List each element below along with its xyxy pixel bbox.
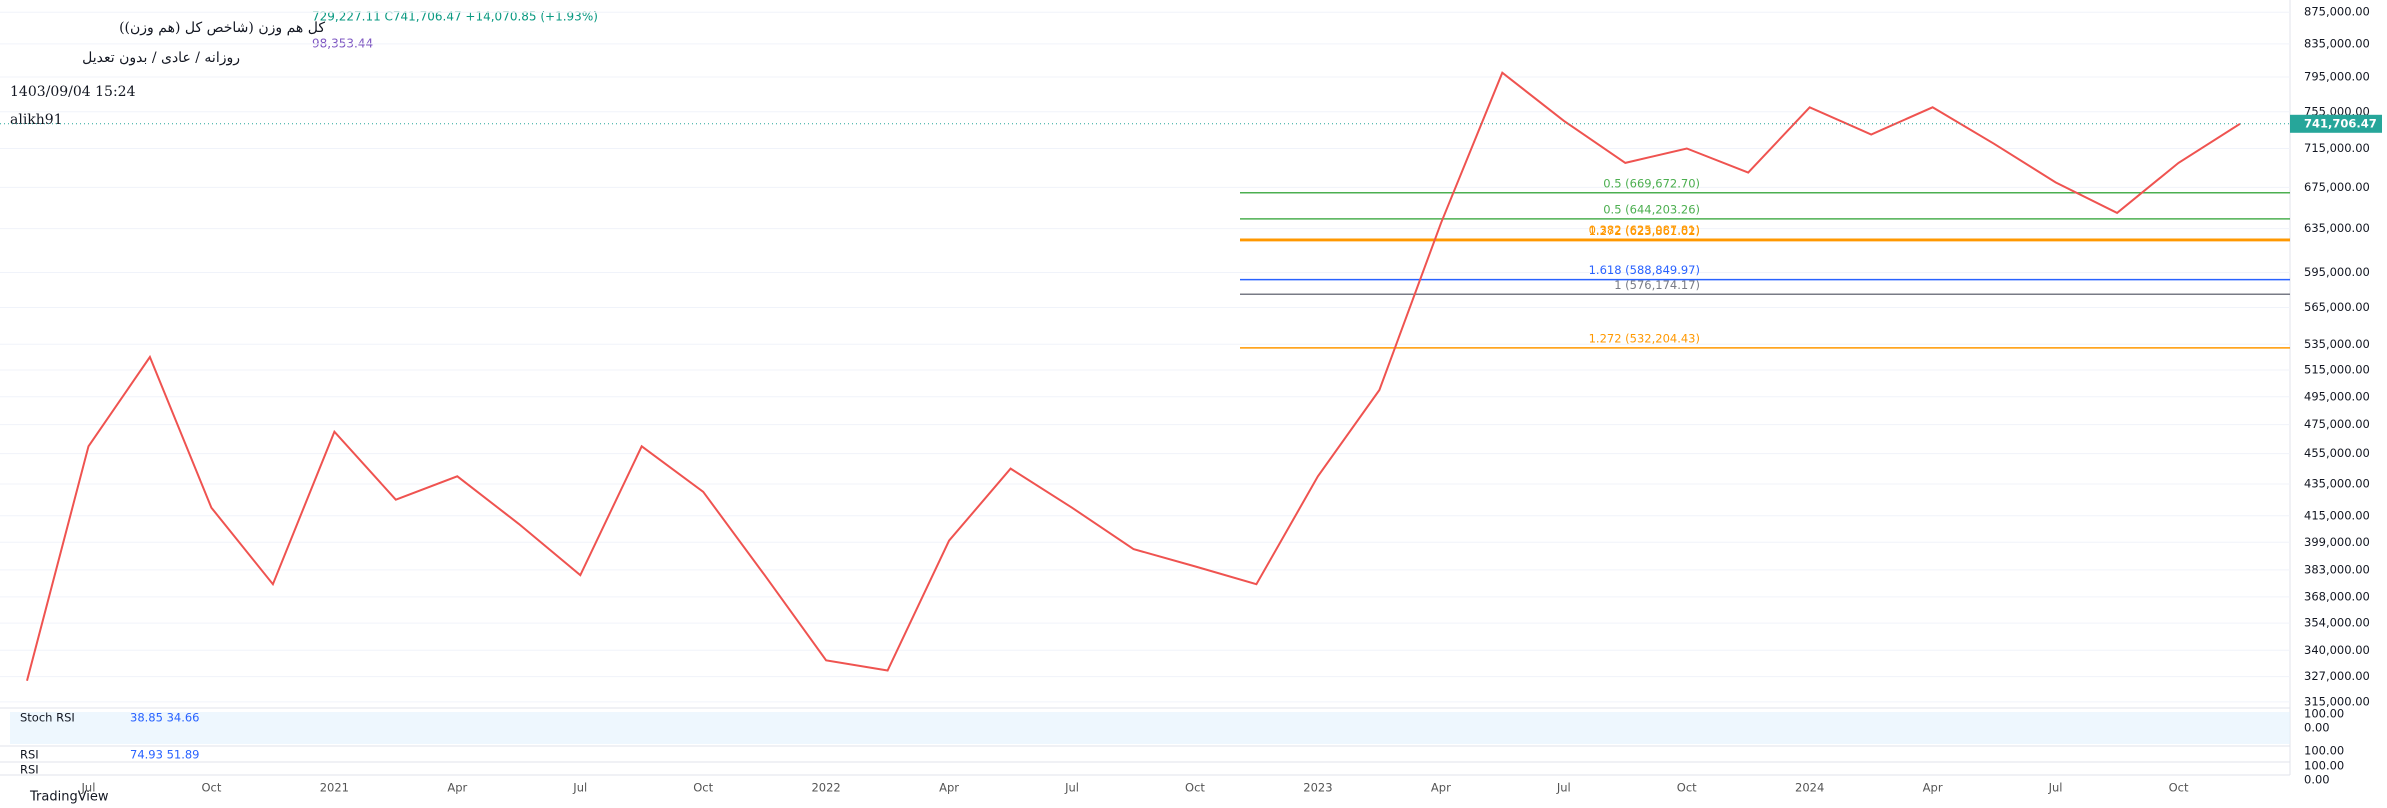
y-tick-label: 565,000.00 xyxy=(2304,300,2370,314)
y-tick-label: 354,000.00 xyxy=(2304,616,2370,630)
fib-label: 0.382 (625,087.81) xyxy=(1589,223,1700,237)
y-tick-label: 875,000.00 xyxy=(2304,5,2370,19)
indicator-tick: 100.00 xyxy=(2304,744,2344,758)
indicator-tick: 0.00 xyxy=(2304,721,2330,735)
x-tick-label: Oct xyxy=(201,781,221,795)
y-tick-label: 383,000.00 xyxy=(2304,562,2370,576)
last-price-box xyxy=(2290,114,2382,133)
y-tick-label: 475,000.00 xyxy=(2304,417,2370,431)
x-tick-label: 2024 xyxy=(1795,781,1824,795)
y-tick-label: 368,000.00 xyxy=(2304,589,2370,603)
x-tick-label: Apr xyxy=(939,781,959,795)
y-tick-label: 635,000.00 xyxy=(2304,221,2370,235)
indicator-name: RSI xyxy=(20,763,39,777)
indicator-name: RSI xyxy=(20,748,39,762)
fib-label: 0.5 (644,203.26) xyxy=(1603,202,1700,216)
brand: TradingView xyxy=(29,790,109,805)
fib-label: 0.5 (669,672.70) xyxy=(1603,176,1700,190)
y-tick-label: 435,000.00 xyxy=(2304,476,2370,490)
y-tick-label: 515,000.00 xyxy=(2304,363,2370,377)
indicator-values: 74.93 51.89 xyxy=(130,748,200,762)
subtitle: روزانه / عادی / بدون تعدیل xyxy=(82,50,240,66)
x-tick-label: Apr xyxy=(447,781,467,795)
x-tick-label: 2021 xyxy=(320,781,349,795)
y-tick-label: 399,000.00 xyxy=(2304,535,2370,549)
y-tick-label: 795,000.00 xyxy=(2304,69,2370,83)
x-tick-label: Oct xyxy=(2169,781,2189,795)
price-line xyxy=(26,71,2241,682)
y-tick-label: 835,000.00 xyxy=(2304,36,2370,50)
y-tick-label: 715,000.00 xyxy=(2304,141,2370,155)
indicator-tick: 100.00 xyxy=(2304,707,2344,721)
y-tick-label: 455,000.00 xyxy=(2304,446,2370,460)
fib-label: 1.272 (532,204.43) xyxy=(1589,331,1700,345)
y-tick-label: 315,000.00 xyxy=(2304,694,2370,708)
last-price-label: 741,706.47 xyxy=(2304,116,2377,130)
x-tick-label: Jul xyxy=(1556,781,1571,795)
fib-label: 1 (576,174.17) xyxy=(1614,278,1700,292)
x-tick-label: Oct xyxy=(693,781,713,795)
x-tick-label: 2022 xyxy=(811,781,840,795)
y-tick-label: 495,000.00 xyxy=(2304,389,2370,403)
x-tick-label: Apr xyxy=(1431,781,1451,795)
y-tick-label: 415,000.00 xyxy=(2304,508,2370,522)
fib-label: 1.272 (623,861.02) xyxy=(1589,224,1700,238)
indicator-tick: 0.00 xyxy=(2304,773,2330,787)
timestamp: 1403/09/04 15:24 xyxy=(10,84,136,100)
indicator-name: Stoch RSI xyxy=(20,711,75,725)
y-tick-label: 327,000.00 xyxy=(2304,669,2370,683)
x-tick-label: Oct xyxy=(1677,781,1697,795)
x-tick-label: Jul xyxy=(1064,781,1079,795)
y-tick-label: 340,000.00 xyxy=(2304,643,2370,657)
y-tick-label: 595,000.00 xyxy=(2304,265,2370,279)
x-tick-label: Jul xyxy=(572,781,587,795)
indicator-tick: 100.00 xyxy=(2304,759,2344,773)
x-tick-label: Oct xyxy=(1185,781,1205,795)
x-tick-label: Jul xyxy=(81,781,96,795)
x-tick-label: Jul xyxy=(2048,781,2063,795)
title: کل هم وزن (شاخص کل (هم وزن)) xyxy=(119,20,325,36)
y-tick-label: 675,000.00 xyxy=(2304,180,2370,194)
indicator-values: 38.85 34.66 xyxy=(130,711,200,725)
y-tick-label: 535,000.00 xyxy=(2304,337,2370,351)
stoch-band xyxy=(10,712,2290,744)
fib-label: 1.618 (588,849.97) xyxy=(1589,263,1700,277)
ohlc: 729,227.11 C741,706.47 +14,070.85 (+1.93… xyxy=(312,10,598,24)
x-tick-label: Apr xyxy=(1923,781,1943,795)
author: alikh91 xyxy=(10,112,63,128)
x-tick-label: 2023 xyxy=(1303,781,1332,795)
